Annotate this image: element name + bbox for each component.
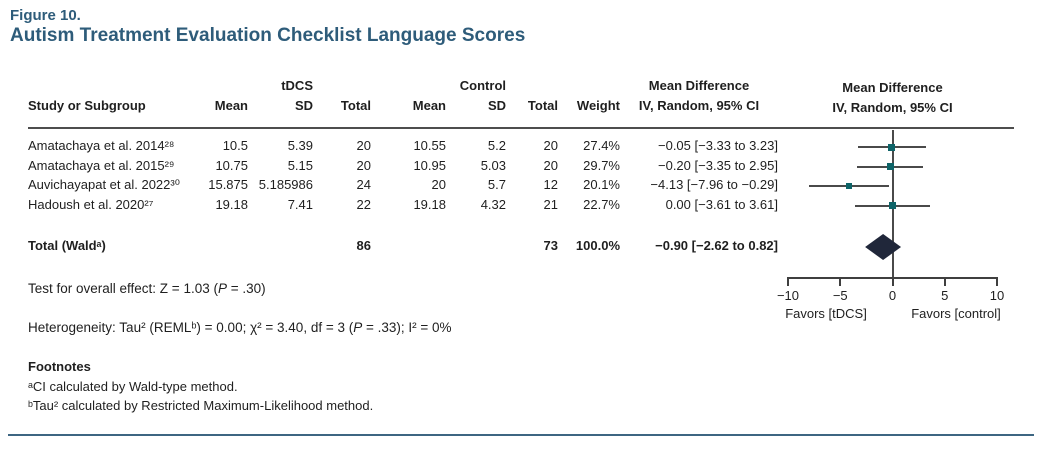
study-rows: Amatachaya et al. 2014²⁸ 10.5 5.39 20 10…	[28, 138, 778, 216]
effect-marker	[889, 202, 896, 209]
column-header-study: Study or Subgroup	[28, 98, 146, 113]
total-weight: 100.0%	[575, 238, 620, 253]
axis-tick	[996, 277, 998, 286]
plot-header-md-line1: Mean Difference	[842, 80, 943, 95]
column-group-control: Control	[459, 78, 506, 93]
column-header-tdcs-mean: Mean	[214, 98, 248, 113]
column-header-tdcs-sd: SD	[294, 98, 313, 113]
figure-label: Figure 10.	[10, 7, 81, 24]
favors-left-label: Favors [tDCS]	[785, 306, 867, 321]
control-mean: 10.55	[413, 138, 446, 153]
control-total: 20	[543, 157, 558, 173]
axis-tick	[943, 277, 946, 286]
effect-marker	[888, 143, 896, 151]
favors-right-label: Favors [control]	[911, 306, 1001, 321]
header-rule	[28, 127, 1014, 129]
study-name: Hadoush et al. 2020²⁷	[28, 196, 154, 212]
tdcs-mean: 10.75	[215, 157, 248, 173]
column-header-weight: Weight	[576, 98, 620, 113]
tdcs-mean: 19.18	[215, 196, 248, 212]
tdcs-sd: 5.185986	[258, 177, 313, 192]
total-md-ci: −0.90 [−2.62 to 0.82]	[655, 238, 778, 253]
row-weight: 29.7%	[583, 157, 620, 173]
column-header-control-total: Total	[527, 98, 558, 113]
control-total: 21	[543, 196, 558, 212]
axis-tick	[839, 277, 842, 286]
control-sd: 5.03	[480, 157, 506, 173]
heterogeneity-post: = .33); I² = 0%	[362, 320, 452, 335]
axis-tick	[891, 277, 894, 286]
axis-tick-label: 5	[941, 288, 949, 303]
footnote-b: ᵇTau² calculated by Restricted Maximum-L…	[28, 398, 374, 413]
total-tdcs-n: 86	[356, 238, 371, 253]
tdcs-total: 22	[356, 196, 371, 212]
study-name: Amatachaya et al. 2015²⁹	[28, 157, 175, 173]
tdcs-sd: 5.39	[287, 138, 313, 153]
control-sd: 4.32	[480, 196, 506, 212]
control-mean: 10.95	[413, 157, 446, 173]
overall-effect-p: P	[217, 281, 227, 296]
tdcs-total: 20	[356, 138, 371, 153]
row-md-ci: −4.13 [−7.96 to −0.29]	[650, 177, 778, 192]
axis-tick	[787, 277, 789, 286]
effect-marker	[846, 183, 853, 189]
tdcs-mean: 10.5	[222, 138, 248, 153]
control-mean: 20	[431, 177, 446, 192]
control-total: 20	[543, 138, 558, 153]
row-weight: 20.1%	[583, 177, 620, 192]
total-row: Total (Waldᵃ) 86 73 100.0% −0.90 [−2.62 …	[28, 238, 778, 258]
table-header: tDCS Control Mean Difference Study or Su…	[28, 78, 778, 118]
effect-marker	[886, 163, 894, 170]
study-name: Auvichayapat et al. 2022³⁰	[28, 177, 180, 192]
column-header-md-line2: IV, Random, 95% CI	[638, 98, 760, 113]
overall-effect-pre: Test for overall effect: Z = 1.03 (	[28, 281, 218, 296]
figure-title: Autism Treatment Evaluation Checklist La…	[10, 25, 526, 46]
footnote-a: ᵃCI calculated by Wald-type method.	[28, 379, 238, 394]
column-header-tdcs-total: Total	[340, 98, 371, 113]
column-header-control-sd: SD	[487, 98, 506, 113]
overall-effect-text: Test for overall effect: Z = 1.03 (P = .…	[28, 281, 266, 296]
total-label: Total (Waldᵃ)	[28, 238, 106, 253]
row-md-ci: 0.00 [−3.61 to 3.61]	[665, 196, 778, 212]
heterogeneity-p: P	[353, 320, 363, 335]
axis-tick-label: 10	[989, 288, 1005, 303]
column-header-control-mean: Mean	[412, 98, 446, 113]
tdcs-mean: 15.875	[208, 177, 248, 192]
heterogeneity-text: Heterogeneity: Tau² (REMLᵇ) = 0.00; χ² =…	[28, 320, 452, 335]
row-weight: 27.4%	[583, 138, 620, 153]
summary-diamond	[865, 234, 902, 260]
control-total: 12	[543, 177, 558, 192]
axis-tick-label: −10	[776, 288, 800, 303]
row-md-ci: −0.05 [−3.33 to 3.23]	[658, 138, 778, 153]
tdcs-sd: 7.41	[287, 196, 313, 212]
footnotes-heading: Footnotes	[28, 359, 91, 374]
control-sd: 5.7	[487, 177, 506, 192]
tdcs-sd: 5.15	[287, 157, 313, 173]
plot-header-md-line2: IV, Random, 95% CI	[832, 100, 953, 115]
heterogeneity-pre: Heterogeneity: Tau² (REMLᵇ) = 0.00; χ² =…	[28, 320, 354, 335]
axis-tick-label: −5	[832, 288, 848, 303]
tdcs-total: 24	[356, 177, 371, 192]
plot-column-header: Mean Difference IV, Random, 95% CI	[782, 78, 1003, 118]
overall-effect-post: = .30)	[226, 281, 266, 296]
row-md-ci: −0.20 [−3.35 to 2.95]	[658, 157, 778, 173]
row-weight: 22.7%	[583, 196, 620, 212]
column-header-md-line1: Mean Difference	[648, 78, 750, 93]
tdcs-total: 20	[356, 157, 371, 173]
forest-plot: Favors [tDCS] Favors [control] −10 −5 0 5 10	[777, 128, 1004, 338]
control-sd: 5.2	[487, 138, 506, 153]
control-mean: 19.18	[413, 196, 446, 212]
total-control-n: 73	[543, 238, 558, 253]
axis-tick-label: 0	[888, 288, 897, 303]
study-name: Amatachaya et al. 2014²⁸	[28, 138, 175, 153]
column-group-tdcs: tDCS	[281, 78, 313, 93]
bottom-divider	[8, 434, 1034, 436]
